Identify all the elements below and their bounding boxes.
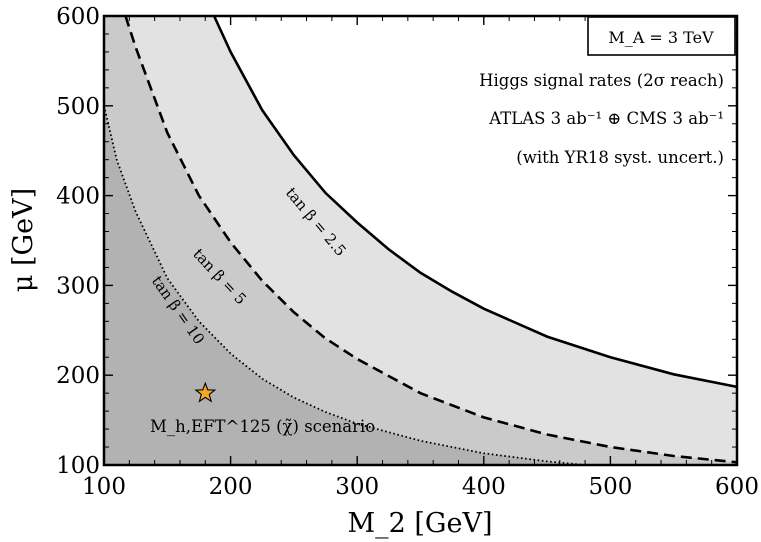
benchmark-label: M_h,EFT^125 (χ̃) scenario bbox=[150, 417, 375, 436]
x-tick-label: 100 bbox=[82, 474, 126, 500]
y-tick-label: 300 bbox=[56, 273, 100, 299]
x-tick-label: 500 bbox=[588, 474, 632, 500]
annotation-line-2: ATLAS 3 ab⁻¹ ⊕ CMS 3 ab⁻¹ bbox=[488, 109, 724, 128]
benchmark-star-marker bbox=[194, 381, 217, 403]
ma-label-box: M_A = 3 TeV bbox=[587, 16, 736, 56]
plot-frame bbox=[102, 14, 739, 467]
curves bbox=[103, 15, 738, 466]
x-tick-label: 200 bbox=[209, 474, 253, 500]
y-tick-labels: 100 200 300 400 500 600 bbox=[56, 4, 100, 479]
curve-line-1 bbox=[124, 15, 738, 464]
y-axis-label: μ [GeV] bbox=[8, 188, 39, 292]
region-fill-1 bbox=[104, 16, 737, 465]
x-tick-label: 400 bbox=[462, 474, 506, 500]
ma-label-frame bbox=[587, 16, 736, 56]
x-tick-labels: 100 200 300 400 500 600 bbox=[82, 474, 759, 500]
annotation-line-3: (with YR18 syst. uncert.) bbox=[516, 148, 724, 167]
region-fills bbox=[104, 16, 737, 465]
x-tick-label: 600 bbox=[715, 474, 759, 500]
y-tick-label: 100 bbox=[56, 453, 100, 479]
x-tick-label: 300 bbox=[335, 474, 379, 500]
annotation-line-1: Higgs signal rates (2σ reach) bbox=[479, 71, 724, 90]
y-tick-label: 500 bbox=[56, 94, 100, 120]
x-axis-label: M_2 [GeV] bbox=[347, 508, 492, 539]
curve-line-0 bbox=[212, 15, 738, 389]
y-tick-label: 400 bbox=[56, 184, 100, 210]
y-tick-label: 200 bbox=[56, 363, 100, 389]
ma-label-text: M_A = 3 TeV bbox=[608, 28, 714, 47]
curve-line-2 bbox=[103, 105, 586, 466]
y-tick-label: 600 bbox=[56, 4, 100, 30]
region-fill-2 bbox=[104, 16, 737, 465]
